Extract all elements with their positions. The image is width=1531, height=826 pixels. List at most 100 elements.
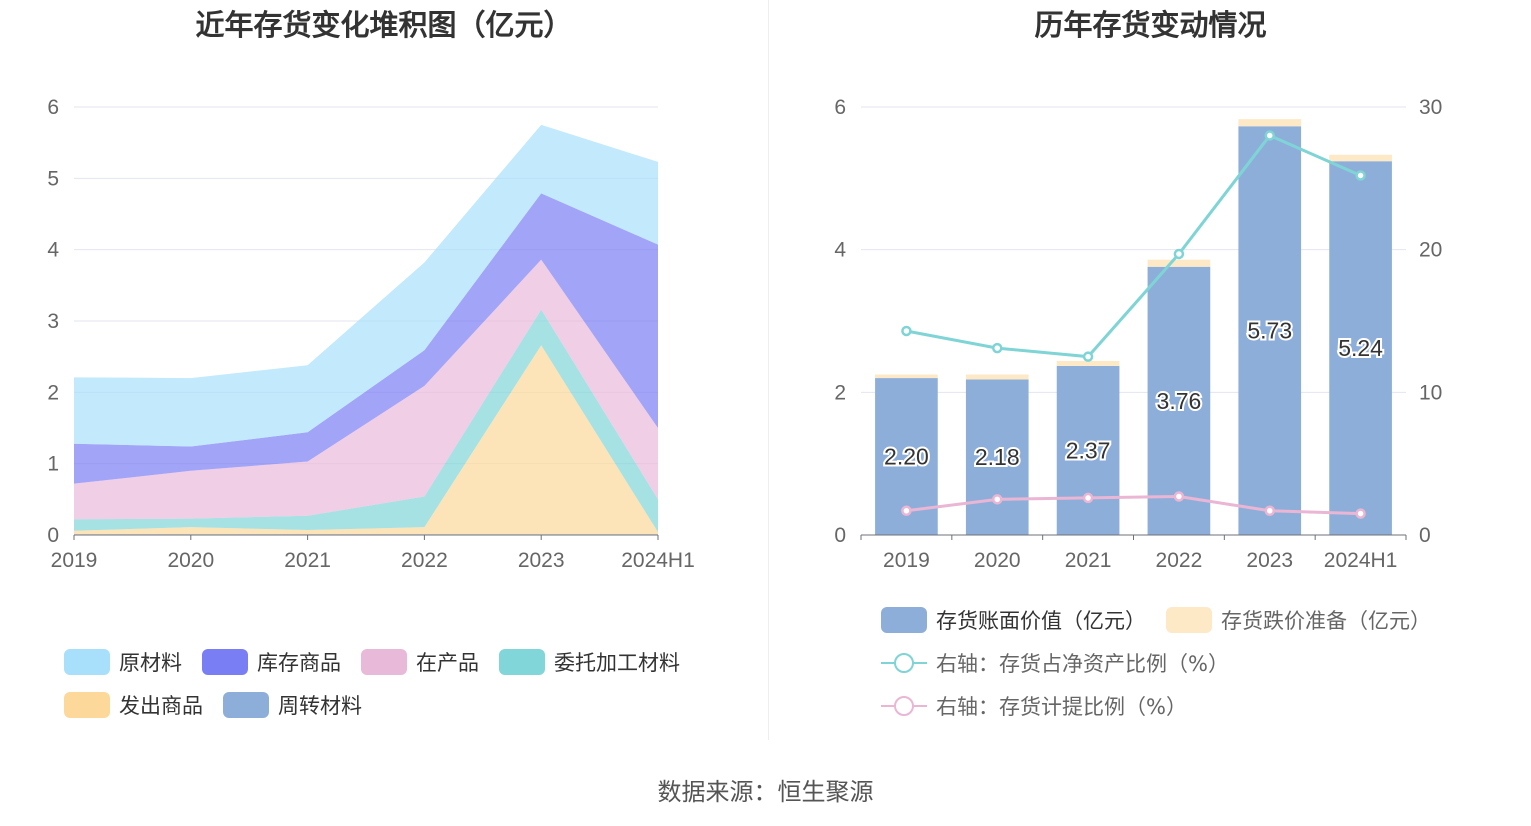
legend-label: 在产品 bbox=[416, 650, 479, 675]
y-right-tick-label: 20 bbox=[1419, 239, 1442, 262]
legend-label: 委托加工材料 bbox=[554, 650, 680, 675]
right-chart-title: 历年存货变动情况 bbox=[1034, 8, 1267, 42]
line-point bbox=[1173, 248, 1185, 260]
legend-swatch bbox=[202, 648, 248, 675]
line-point bbox=[992, 494, 1003, 505]
y-tick-label: 6 bbox=[47, 96, 59, 119]
legend-item[interactable]: 右轴：存货占净资产比例（%） bbox=[881, 641, 1229, 684]
area-series bbox=[74, 193, 658, 484]
y-right-tick-label: 0 bbox=[1419, 524, 1431, 547]
line-point bbox=[1173, 491, 1185, 502]
area-series bbox=[74, 309, 658, 533]
bar-segment bbox=[1238, 126, 1302, 535]
legend-item[interactable]: 原材料 bbox=[64, 640, 182, 683]
bar-segment bbox=[1329, 161, 1392, 536]
y-left-tick-label: 0 bbox=[834, 524, 846, 547]
legend-label: 发出商品 bbox=[119, 693, 203, 718]
x-tick-label: 2024H1 bbox=[621, 549, 695, 572]
line-point bbox=[1082, 351, 1094, 362]
bar-segment bbox=[1147, 266, 1211, 535]
right-bar-line-chart: 0 2 4 6 0 10 20 30 2019 2020 2021 2022 2023 2024H1 2.2… bbox=[834, 96, 1442, 572]
x-tick-label: 2022 bbox=[1156, 549, 1203, 572]
legend-marker bbox=[894, 652, 914, 673]
x-tick-label: 2019 bbox=[51, 549, 98, 572]
legend-label: 右轴：存货占净资产比例（%） bbox=[936, 651, 1229, 676]
legend-swatch bbox=[881, 606, 927, 633]
legend-swatch bbox=[64, 691, 110, 718]
x-tick-label: 2021 bbox=[284, 549, 331, 572]
y-left-tick-label: 6 bbox=[834, 96, 846, 119]
legend-item[interactable]: 周转材料 bbox=[223, 683, 362, 726]
bar-segment bbox=[965, 374, 1029, 380]
legend-label: 存货跌价准备（亿元） bbox=[1221, 608, 1431, 633]
legend-item[interactable]: 库存商品 bbox=[202, 640, 341, 683]
bar-data-label: 2.18 bbox=[975, 444, 1020, 470]
bar-data-label: 5.24 bbox=[1338, 335, 1383, 361]
bar-segment bbox=[1147, 259, 1211, 267]
x-tick-label: 2024H1 bbox=[1324, 549, 1398, 572]
line-point bbox=[1082, 492, 1094, 504]
y-tick-label: 2 bbox=[47, 381, 59, 404]
left-area-chart: 0 1 2 3 4 5 6 2019 2020 2021 2022 2023 2024H1 bbox=[47, 96, 695, 572]
legend-item[interactable]: 在产品 bbox=[361, 640, 479, 683]
legend-label: 周转材料 bbox=[278, 693, 362, 718]
legend-item[interactable]: 发出商品 bbox=[64, 683, 203, 726]
x-tick-label: 2020 bbox=[167, 549, 214, 572]
left-chart-panel: 近年存货变化堆积图（亿元） 0 1 2 3 4 5 6 2019 2020 2021 2022 202… bbox=[0, 0, 768, 740]
x-tick-label: 2023 bbox=[518, 549, 565, 572]
legend-item[interactable]: 委托加工材料 bbox=[499, 640, 680, 683]
legend-swatch bbox=[499, 648, 545, 675]
legend-item[interactable]: 存货跌价准备（亿元） bbox=[1166, 598, 1431, 641]
bar-data-label: 5.73 bbox=[1247, 318, 1292, 344]
legend-label: 库存商品 bbox=[257, 650, 341, 675]
bar-data-label: 2.37 bbox=[1066, 437, 1111, 463]
bar-segment bbox=[1238, 119, 1302, 127]
x-tick-label: 2019 bbox=[883, 549, 930, 572]
legend-item[interactable]: 右轴：存货计提比例（%） bbox=[881, 684, 1187, 727]
data-source-note: 数据来源：恒生聚源 bbox=[657, 778, 874, 806]
y-tick-label: 1 bbox=[47, 453, 59, 476]
legend-swatch bbox=[881, 693, 927, 719]
right-chart-legend: 存货账面价值（亿元） 存货跌价准备（亿元） 右轴：存货占净资产比例（%） 右轴：存货计… bbox=[881, 598, 1481, 727]
bar-segment bbox=[1056, 365, 1120, 535]
y-left-tick-label: 4 bbox=[834, 239, 846, 262]
line-point bbox=[901, 325, 912, 337]
area-series bbox=[74, 124, 658, 447]
legend-item[interactable]: 存货账面价值（亿元） bbox=[881, 598, 1146, 641]
y-tick-label: 0 bbox=[47, 524, 59, 547]
area-series bbox=[74, 259, 658, 520]
legend-swatch bbox=[881, 650, 927, 676]
legend-label: 原材料 bbox=[119, 650, 182, 675]
legend-label: 存货账面价值（亿元） bbox=[936, 608, 1146, 633]
legend-swatch bbox=[64, 648, 110, 675]
legend-row: 存货账面价值（亿元） 存货跌价准备（亿元） bbox=[881, 598, 1481, 641]
left-chart-legend: 原材料 库存商品 在产品 委托加工材料发出商品 周转材料 bbox=[64, 640, 744, 726]
bar-segment bbox=[875, 374, 938, 379]
bar-segment bbox=[965, 379, 1029, 535]
line-point bbox=[992, 342, 1003, 354]
line-point bbox=[901, 505, 912, 516]
line-point bbox=[1264, 130, 1275, 141]
area-series bbox=[74, 345, 658, 535]
y-tick-label: 4 bbox=[47, 239, 59, 262]
bar-data-label: 2.20 bbox=[884, 444, 929, 470]
y-tick-label: 3 bbox=[47, 310, 59, 333]
line-series bbox=[906, 494, 1361, 516]
y-left-tick-label: 2 bbox=[834, 381, 846, 404]
left-chart-title: 近年存货变化堆积图（亿元） bbox=[195, 8, 573, 42]
line-series bbox=[906, 133, 1362, 359]
y-tick-label: 5 bbox=[47, 167, 59, 190]
x-tick-label: 2021 bbox=[1065, 549, 1112, 572]
line-point bbox=[1355, 508, 1366, 519]
y-right-tick-label: 10 bbox=[1419, 381, 1442, 404]
line-point bbox=[1355, 170, 1366, 181]
legend-marker bbox=[894, 695, 914, 716]
legend-row: 右轴：存货计提比例（%） bbox=[881, 684, 1481, 727]
x-tick-label: 2023 bbox=[1246, 549, 1293, 572]
x-tick-label: 2022 bbox=[401, 549, 448, 572]
bar-data-label: 3.76 bbox=[1157, 388, 1202, 414]
legend-swatch bbox=[223, 691, 269, 718]
bar-segment bbox=[1329, 154, 1392, 162]
legend-swatch bbox=[1166, 606, 1212, 633]
x-tick-label: 2020 bbox=[974, 549, 1021, 572]
